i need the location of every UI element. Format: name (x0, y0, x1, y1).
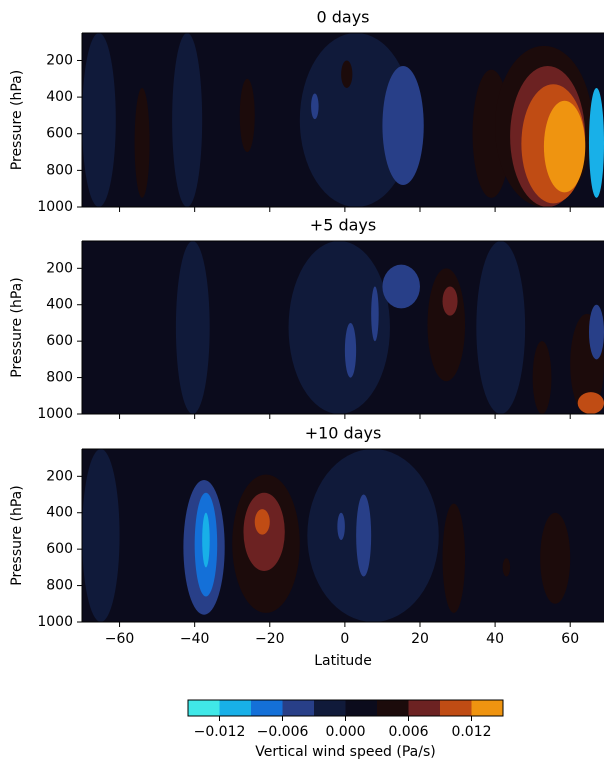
colorbar-bin (408, 700, 440, 716)
y-tick-label: 400 (46, 297, 73, 313)
contour-region (476, 241, 526, 414)
contour-region (134, 87, 150, 198)
y-tick-label: 1000 (37, 199, 73, 215)
y-tick-label: 800 (46, 370, 73, 386)
y-tick-label: 1000 (37, 614, 73, 630)
contour-region (254, 509, 270, 535)
panel-title: +10 days (305, 424, 382, 443)
plot-area (82, 33, 604, 207)
colorbar-bin (377, 700, 409, 716)
y-tick-label: 200 (46, 52, 73, 68)
contour-region (543, 100, 586, 193)
y-tick-label: 800 (46, 578, 73, 594)
contour-region (382, 65, 424, 186)
contour-region (202, 512, 210, 568)
colorbar-tick-label: −0.006 (257, 724, 309, 740)
x-tick-label: −20 (255, 631, 285, 647)
y-axis-label: Pressure (hPa) (9, 485, 25, 585)
contour-region (288, 241, 390, 414)
y-axis-label: Pressure (hPa) (9, 277, 25, 377)
contour-region (540, 512, 571, 604)
colorbar-bin (471, 700, 503, 716)
y-tick-label: 600 (46, 541, 73, 557)
colorbar-bin (219, 700, 251, 716)
colorbar-bin (440, 700, 472, 716)
y-tick-label: 600 (46, 333, 73, 349)
contour-region (588, 87, 604, 198)
colorbar-label: Vertical wind speed (Pa/s) (255, 744, 435, 760)
x-tick-label: −60 (105, 631, 135, 647)
colorbar-bin (345, 700, 377, 716)
contour-region (502, 558, 511, 577)
contour-region (341, 60, 353, 88)
contour-region (175, 241, 210, 414)
contour-region (172, 33, 203, 207)
colorbar-tick-label: 0.006 (388, 724, 428, 740)
x-tick-label: 20 (411, 631, 429, 647)
contour-region (299, 33, 413, 207)
x-tick-label: 40 (486, 631, 504, 647)
contour-region (311, 93, 319, 120)
panel-title: 0 days (316, 8, 369, 27)
y-tick-label: 200 (46, 260, 73, 276)
contour-region (307, 449, 439, 622)
contour-region (532, 341, 552, 414)
panel-title: +5 days (310, 216, 376, 235)
colorbar-bin (282, 700, 314, 716)
x-tick-label: 0 (340, 631, 349, 647)
y-tick-label: 200 (46, 468, 73, 484)
colorbar-bin (314, 700, 346, 716)
y-tick-label: 400 (46, 89, 73, 105)
contour-region (82, 449, 120, 622)
contour-region (337, 512, 345, 541)
y-tick-label: 1000 (37, 406, 73, 422)
contour-region (577, 392, 604, 414)
plot-area (82, 241, 604, 414)
colorbar-tick-label: 0.000 (325, 724, 365, 740)
colorbar-tick-label: −0.012 (194, 724, 246, 740)
contour-region (427, 268, 466, 382)
plot-area (82, 449, 604, 622)
colorbar-bin (188, 700, 220, 716)
colorbar-bin (251, 700, 283, 716)
y-axis-label: Pressure (hPa) (9, 70, 25, 170)
y-tick-label: 800 (46, 162, 73, 178)
y-tick-label: 400 (46, 505, 73, 521)
contour-region (442, 286, 458, 316)
contour-region (442, 503, 466, 613)
x-tick-label: 60 (561, 631, 579, 647)
contour-region (371, 286, 379, 342)
x-tick-label: −40 (180, 631, 210, 647)
contour-region (82, 33, 116, 207)
contour-region (588, 304, 604, 360)
contour-region (344, 322, 357, 378)
y-tick-label: 600 (46, 126, 73, 142)
contour-region (356, 494, 372, 577)
x-axis-label: Latitude (314, 653, 372, 669)
contour-region (382, 264, 420, 309)
contour-region (239, 78, 255, 153)
colorbar-tick-label: 0.012 (451, 724, 491, 740)
